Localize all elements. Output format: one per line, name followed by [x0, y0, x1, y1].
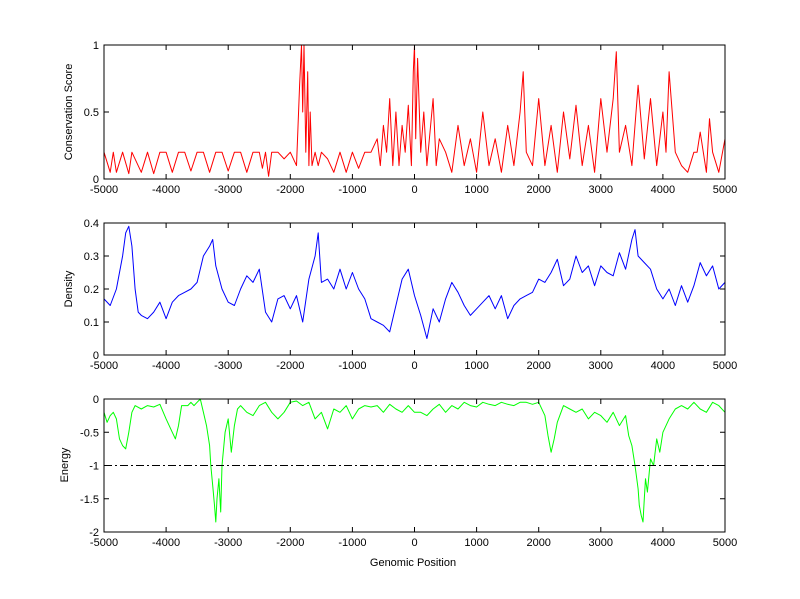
conservation-panel: Conservation Score	[63, 64, 75, 161]
energy-xtick-label: -2000	[276, 537, 304, 549]
density-xtick-label: 4000	[651, 360, 675, 372]
energy-ytick-label: -0.5	[80, 427, 99, 439]
conservation-ytick-label: 0.5	[84, 107, 99, 119]
energy-ytick-label: 0	[93, 394, 99, 406]
density-xtick-label: 5000	[713, 360, 737, 372]
conservation-xtick-label: 0	[411, 184, 417, 196]
density-xtick-label: 2000	[526, 360, 550, 372]
energy-xtick-label: -1000	[338, 537, 366, 549]
energy-panel: Energy Genomic Position	[59, 447, 456, 569]
density-plot: -5000 -4000 -3000 -2000 -1000 0 1000 2000 3000 40…	[84, 218, 738, 372]
density-xtick-label: -2000	[276, 360, 304, 372]
energy-ytick-label: -2	[89, 527, 99, 539]
energy-xtick-label: -5000	[90, 537, 118, 549]
conservation-xtick-label: 3000	[589, 184, 613, 196]
density-ytick-label: 0.2	[84, 284, 99, 296]
energy-ylabel: Energy	[59, 447, 71, 482]
energy-plot: -5000 -4000 -3000 -2000 -1000 0 1000 2000 3000 40…	[80, 394, 737, 549]
density-ytick-label: 0.1	[84, 317, 99, 329]
conservation-xtick-label: -5000	[90, 184, 118, 196]
conservation-xtick-label: 2000	[526, 184, 550, 196]
density-xtick-label: -3000	[214, 360, 242, 372]
conservation-xtick-label: -3000	[214, 184, 242, 196]
density-ytick-label: 0.3	[84, 251, 99, 263]
conservation-ylabel: Conservation Score	[63, 64, 75, 161]
energy-xtick-label: 2000	[526, 537, 550, 549]
energy-xtick-label: 3000	[589, 537, 613, 549]
energy-xtick-label: 5000	[713, 537, 737, 549]
density-xtick-label: -1000	[338, 360, 366, 372]
density-ytick-label: 0.4	[84, 218, 99, 230]
density-xtick-label: 1000	[464, 360, 488, 372]
conservation-ytick-label: 1	[93, 40, 99, 52]
density-xtick-label: 0	[411, 360, 417, 372]
density-xtick-label: 3000	[589, 360, 613, 372]
conservation-xtick-label: -2000	[276, 184, 304, 196]
energy-series-line	[103, 398, 726, 523]
conservation-series-line	[103, 44, 726, 177]
conservation-ytick-label: 0	[93, 174, 99, 186]
density-ytick-label: 0	[93, 350, 99, 362]
conservation-xtick-label: -1000	[338, 184, 366, 196]
energy-ytick-label: -1.5	[80, 494, 99, 506]
conservation-xtick-label: 4000	[651, 184, 675, 196]
conservation-xtick-label: -4000	[152, 184, 180, 196]
density-series-line	[103, 225, 726, 339]
energy-xtick-label: 0	[411, 537, 417, 549]
conservation-xtick-label: 1000	[464, 184, 488, 196]
energy-ytick-label: -1	[89, 461, 99, 473]
energy-xtick-label: 4000	[651, 537, 675, 549]
conservation-xtick-label: 5000	[713, 184, 737, 196]
density-ylabel: Density	[63, 270, 75, 307]
density-xtick-label: -5000	[90, 360, 118, 372]
energy-xlabel: Genomic Position	[370, 557, 456, 569]
energy-xtick-label: 1000	[464, 537, 488, 549]
energy-xtick-label: -4000	[152, 537, 180, 549]
conservation-plot: -5000 -4000 -3000 -2000 -1000 0 1000 2000 3000 40…	[84, 40, 738, 196]
density-panel: Density	[63, 270, 75, 307]
energy-xtick-label: -3000	[214, 537, 242, 549]
density-xtick-label: -4000	[152, 360, 180, 372]
